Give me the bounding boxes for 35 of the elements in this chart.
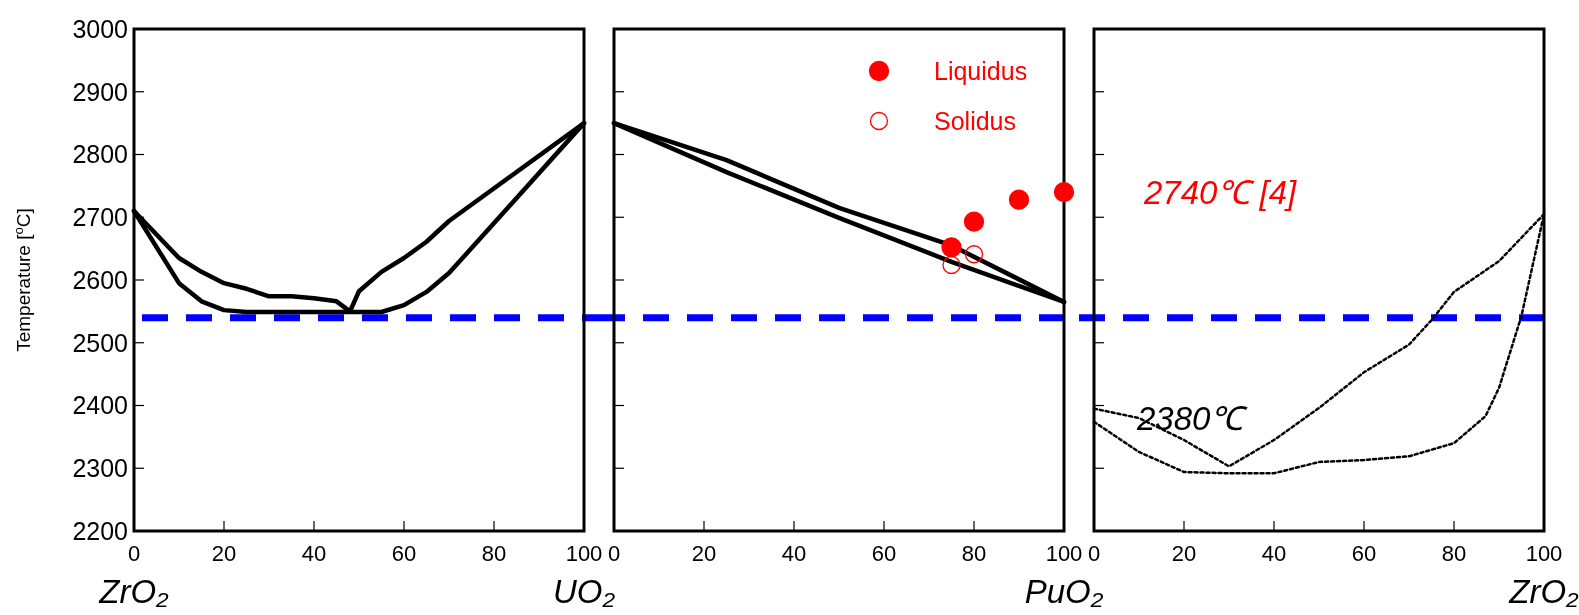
x-tick-label: 60 [871,541,897,566]
y-tick-label: 2200 [72,516,128,545]
annotation: 2380℃ [1136,400,1249,438]
x-tick-label: 80 [1441,541,1467,566]
y-tick-label: 3000 [72,14,128,43]
x-tick-label: 20 [211,541,237,566]
x-tick-label: 0 [127,541,141,566]
text: ZrO₂ [98,573,170,610]
x-tick-label: 60 [1351,541,1377,566]
text: UO₂ [552,573,616,610]
x-tick-label: 100 [1045,541,1083,566]
y-tick-label: 2700 [72,203,128,231]
x-tick-label: 0 [607,541,621,566]
legend-label: Liquidus [934,56,1028,85]
x-tick-label: 80 [481,541,507,566]
text: PuO₂ [1024,573,1104,610]
x-tick-label: 40 [301,541,327,566]
y-tick-label: 2900 [72,77,128,106]
text: ZrO₂ [1508,573,1579,610]
x-tick-label: 0 [1087,541,1101,566]
x-tick-label: 40 [1261,541,1287,566]
x-tick-label: 100 [1525,541,1563,566]
y-tick-label: 2300 [72,454,128,482]
x-tick-label: 40 [781,541,807,566]
x-tick-label: 100 [565,541,603,566]
x-tick-label: 20 [1171,541,1197,566]
y-tick-label: 2600 [72,265,128,294]
y-tick-label: 2500 [72,328,128,357]
x-tick-label: 80 [961,541,987,566]
x-tick-label: 20 [691,541,717,566]
y-tick-label: 2400 [72,391,128,420]
annotation: 2740℃ [4] [1143,174,1298,212]
y-tick-label: 2800 [72,140,128,169]
x-tick-label: 60 [391,541,417,566]
legend-label: Solidus [934,106,1016,135]
